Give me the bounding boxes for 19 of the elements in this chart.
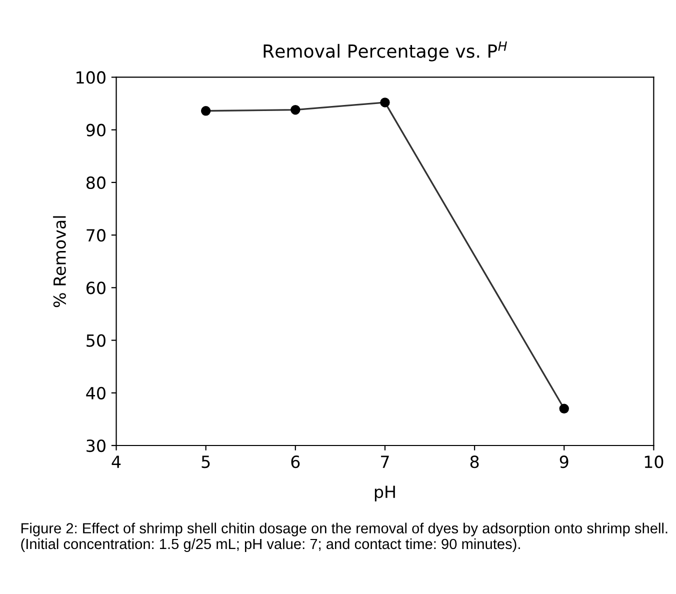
- chart-title: Removal Percentage vs. P$^{H}$: [264, 42, 507, 62]
- x-tick-label: 9: [560, 456, 568, 468]
- x-tick-label: 5: [202, 456, 210, 468]
- y-tick-label: 90: [86, 124, 106, 136]
- y-tick-label: 70: [86, 229, 106, 242]
- x-tick-label: 6: [291, 456, 300, 468]
- x-tick-label: 4: [112, 456, 121, 468]
- y-tick-label: 60: [86, 282, 106, 294]
- x-tick-label: 7: [381, 456, 389, 468]
- y-tick-label: 100: [76, 71, 106, 84]
- y-tick-label: 50: [86, 334, 106, 347]
- x-tick-label: 10: [644, 456, 664, 468]
- caption: Figure 2: Effect of shrimp shell chitin dosage on the removal of dyes by adsorption onto shrimp shell. (Initial concentration: 1.5 g/25 mL; pH value: 7; and contact time: 90 minutes).: [21, 522, 668, 552]
- x-axis-title: pH: [374, 486, 395, 502]
- y-axis-title: % Removal: [53, 216, 66, 308]
- x-tick-label: 8: [470, 456, 479, 468]
- y-tick-label: 80: [86, 176, 106, 190]
- y-tick-label: 30: [86, 439, 106, 452]
- y-tick-label: 40: [86, 386, 106, 400]
